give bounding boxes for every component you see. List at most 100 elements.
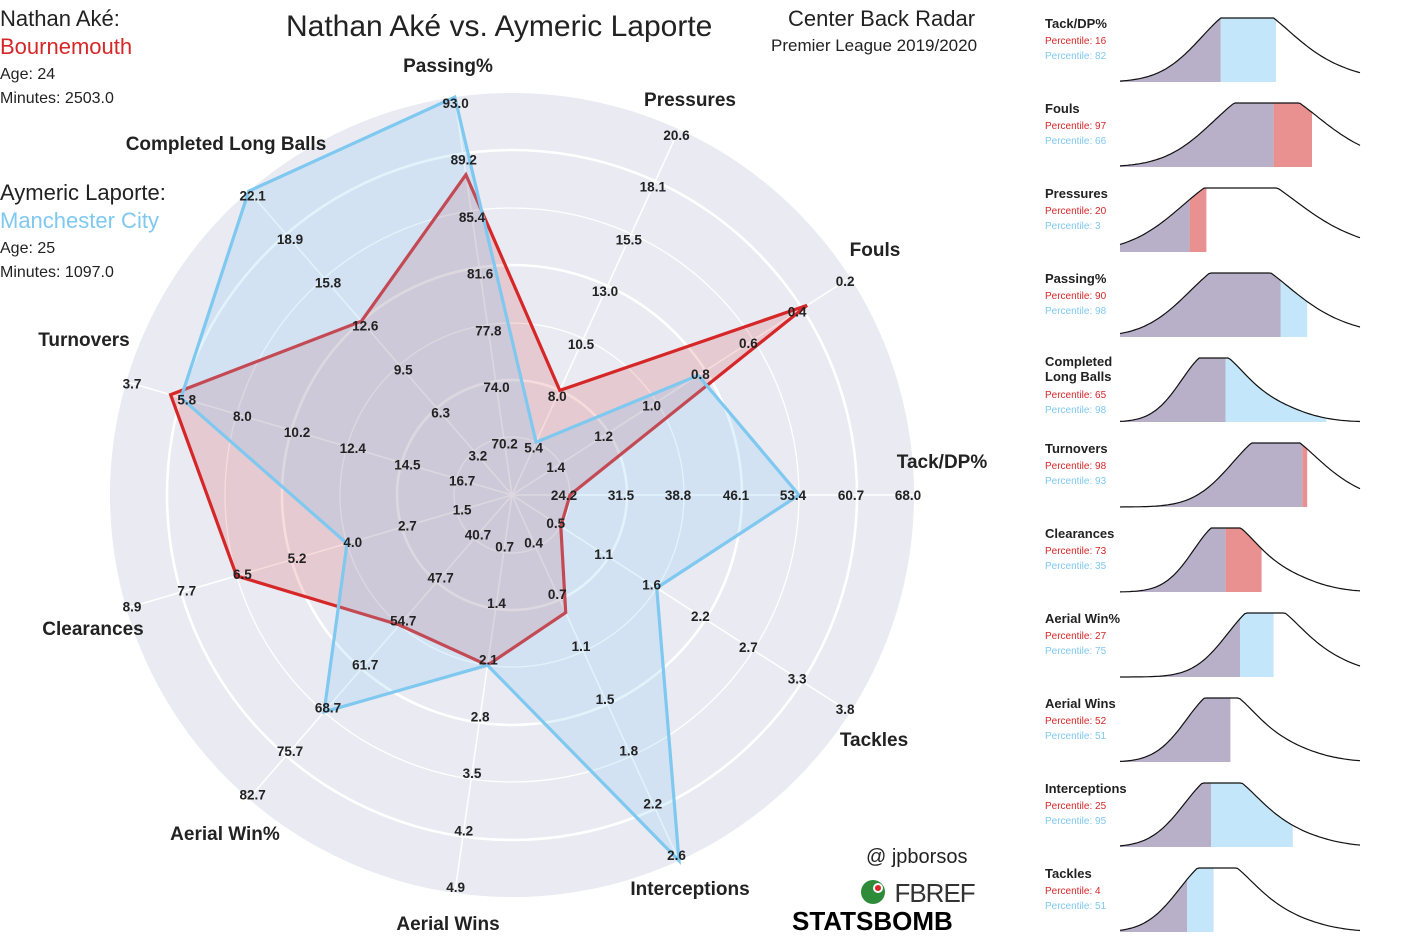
radar-spoke [511,277,851,496]
radar-spoke [454,494,513,894]
fbref-logo-text: FBREF [894,878,975,908]
kde-curve [1119,442,1361,508]
radar-tick-label: 0.4 [788,305,807,320]
kde-shared-area [1120,618,1240,677]
radar-tick-label: 1.4 [546,460,565,475]
kde-diff-area [1240,613,1274,677]
kde-shared-area [1120,528,1226,592]
kde-curve [1119,867,1361,932]
radar-tick-label: 10.5 [568,337,595,352]
series-2-polygon [179,94,802,865]
radar-tick-label: 77.8 [475,324,502,339]
radar-tick-label: 2.6 [667,848,686,863]
kde-panel-title: Turnovers [1045,441,1108,456]
radar-tick-label: 8.0 [233,409,252,424]
radar-tick-label: 9.5 [394,363,413,378]
kde-panel-title: Tack/DP% [1045,16,1107,31]
radar-tick-label: 2.1 [479,652,498,667]
radar-tick-label: 5.8 [177,392,196,407]
radar-tick-label: 93.0 [443,96,469,111]
radar-tick-label: 6.5 [233,567,252,582]
radar-spoke [511,129,680,496]
radar-axis-label: Aerial Wins [396,914,499,935]
kde-shared-area [1120,783,1212,847]
radar-tick-label: 75.7 [277,744,303,759]
kde-curve [1119,527,1361,593]
kde-percentile-player2: Percentile: 35 [1045,561,1107,572]
kde-panel-title: Passing% [1045,271,1107,286]
radar-tick-label: 31.5 [608,488,635,503]
radar-tick-label: 2.8 [471,710,490,725]
radar-axis-label: Tackles [840,730,908,751]
credit-handle: @ jpborsos [866,846,968,868]
kde-curve [1119,17,1361,82]
kde-panel-title: Tackles [1045,866,1092,881]
kde-panel-title: Interceptions [1045,781,1127,796]
radar-tick-label: 10.2 [284,425,310,440]
kde-diff-area [1302,445,1308,507]
kde-shared-area [1120,199,1190,252]
radar-spoke [126,381,513,496]
radar-tick-label: 18.1 [640,180,667,195]
kde-shared-area [1120,698,1231,762]
radar-tick-label: 8.0 [548,389,567,404]
radar-tick-label: 5.2 [288,551,307,566]
radar-tick-label: 12.4 [340,441,367,456]
radar-axis-label: Turnovers [38,330,130,351]
radar-tick-label: 60.7 [838,488,864,503]
radar-tick-label: 1.1 [594,547,613,562]
subtitle-main: Center Back Radar [788,6,976,31]
radar-axis-label: Passing% [403,56,493,77]
kde-diff-area [1280,280,1308,337]
kde-percentile-player2: Percentile: 98 [1045,306,1107,317]
radar-spoke [248,494,513,800]
kde-percentile-player2: Percentile: 66 [1045,136,1107,147]
kde-percentile-player2: Percentile: 98 [1045,405,1107,416]
radar-tick-label: 15.5 [616,232,643,247]
radar-tick-label: 14.5 [394,457,421,472]
radar-spoke [248,190,513,496]
radar-tick-label: 24.2 [551,488,577,503]
radar-tick-label: 1.8 [619,744,638,759]
kde-percentile-player2: Percentile: 75 [1045,646,1107,657]
radar-tick-label: 68.7 [315,700,341,715]
kde-diff-area [1187,868,1214,932]
radar-tick-label: 1.2 [594,429,613,444]
radar-tick-label: 85.4 [459,210,486,225]
radar-tick-label: 38.8 [665,488,692,503]
kde-panel-title: Pressures [1045,186,1108,201]
radar-tick-label: 0.5 [546,516,565,531]
radar-spoke [126,494,513,609]
kde-shared-area [1120,18,1221,82]
player1-name: Nathan Aké: [0,6,120,31]
kde-panel-title: Completed Long Balls [1045,354,1113,384]
radar-tick-label: 3.3 [788,671,807,686]
radar-tick-label: 1.4 [487,596,506,611]
radar-tick-label: 47.7 [427,570,453,585]
radar-tick-label: 20.6 [663,128,690,143]
player2-minutes: Minutes: 1097.0 [0,264,114,281]
radar-tick-label: 2.2 [643,796,662,811]
kde-diff-area [1225,358,1327,422]
radar-tick-label: 74.0 [483,380,509,395]
kde-percentile-player1: Percentile: 4 [1045,886,1101,897]
kde-percentile-player2: Percentile: 3 [1045,221,1101,232]
player2-age: Age: 25 [0,240,56,257]
radar-tick-label: 3.2 [469,449,488,464]
radar-tick-label: 12.6 [352,319,379,334]
radar-tick-label: 89.2 [451,152,477,167]
radar-tick-label: 15.8 [315,276,342,291]
radar-tick-label: 3.7 [123,376,142,391]
radar-tick-label: 40.7 [465,527,491,542]
kde-percentile-player2: Percentile: 51 [1045,731,1107,742]
radar-tick-label: 1.5 [596,692,615,707]
radar-tick-label: 7.7 [177,584,196,599]
player2-team: Manchester City [0,208,159,233]
player2-name: Aymeric Laporte: [0,180,166,205]
radar-axis-label: Interceptions [630,879,749,900]
kde-shared-area [1120,879,1188,932]
statsbomb-logo: STATSBOMB [792,906,953,937]
radar-tick-label: 2.7 [739,640,758,655]
kde-percentile-player2: Percentile: 51 [1045,901,1107,912]
